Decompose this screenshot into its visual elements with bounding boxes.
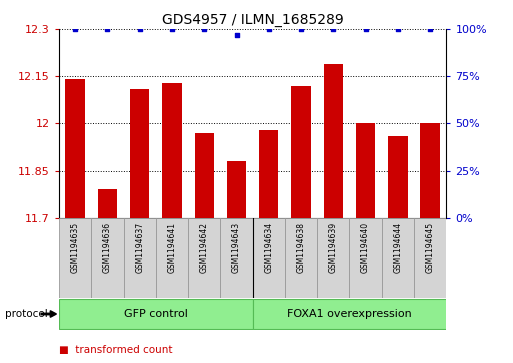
Text: GSM1194642: GSM1194642: [200, 222, 209, 273]
Point: [135, 26, 144, 32]
Bar: [91, 218, 124, 298]
Bar: [324, 64, 343, 218]
Text: protocol: protocol: [5, 309, 48, 319]
Bar: [59, 218, 91, 298]
Point: [426, 26, 435, 32]
Text: GSM1194644: GSM1194644: [393, 222, 402, 273]
Text: ■  transformed count: ■ transformed count: [59, 345, 172, 355]
Point: [168, 26, 176, 32]
Text: GSM1194635: GSM1194635: [71, 222, 80, 273]
Title: GDS4957 / ILMN_1685289: GDS4957 / ILMN_1685289: [162, 13, 344, 26]
Point: [329, 26, 338, 32]
Point: [394, 26, 402, 32]
Bar: [259, 130, 279, 218]
Bar: [59, 299, 252, 329]
Bar: [421, 123, 440, 218]
Bar: [221, 218, 252, 298]
Point: [200, 26, 208, 32]
Bar: [382, 218, 414, 298]
Point: [71, 26, 79, 32]
Text: GSM1194638: GSM1194638: [297, 222, 306, 273]
Text: GSM1194637: GSM1194637: [135, 222, 144, 273]
Bar: [317, 218, 349, 298]
Bar: [66, 79, 85, 218]
Bar: [414, 218, 446, 298]
Point: [103, 26, 111, 32]
Bar: [252, 218, 285, 298]
Bar: [252, 299, 462, 329]
Point: [297, 26, 305, 32]
Point: [232, 32, 241, 38]
Text: GSM1194634: GSM1194634: [264, 222, 273, 273]
Bar: [291, 86, 311, 218]
Bar: [124, 218, 156, 298]
Bar: [97, 189, 117, 218]
Text: GSM1194640: GSM1194640: [361, 222, 370, 273]
Bar: [388, 136, 407, 218]
Bar: [130, 89, 149, 218]
Text: GSM1194645: GSM1194645: [426, 222, 435, 273]
Text: GSM1194636: GSM1194636: [103, 222, 112, 273]
Bar: [227, 161, 246, 218]
Bar: [349, 218, 382, 298]
Text: GSM1194639: GSM1194639: [329, 222, 338, 273]
Point: [265, 26, 273, 32]
Text: FOXA1 overexpression: FOXA1 overexpression: [287, 309, 412, 319]
Bar: [194, 133, 214, 218]
Bar: [356, 123, 376, 218]
Bar: [188, 218, 221, 298]
Bar: [156, 218, 188, 298]
Text: GFP control: GFP control: [124, 309, 188, 319]
Text: GSM1194641: GSM1194641: [167, 222, 176, 273]
Text: GSM1194643: GSM1194643: [232, 222, 241, 273]
Bar: [285, 218, 317, 298]
Point: [362, 26, 370, 32]
Bar: [162, 82, 182, 218]
